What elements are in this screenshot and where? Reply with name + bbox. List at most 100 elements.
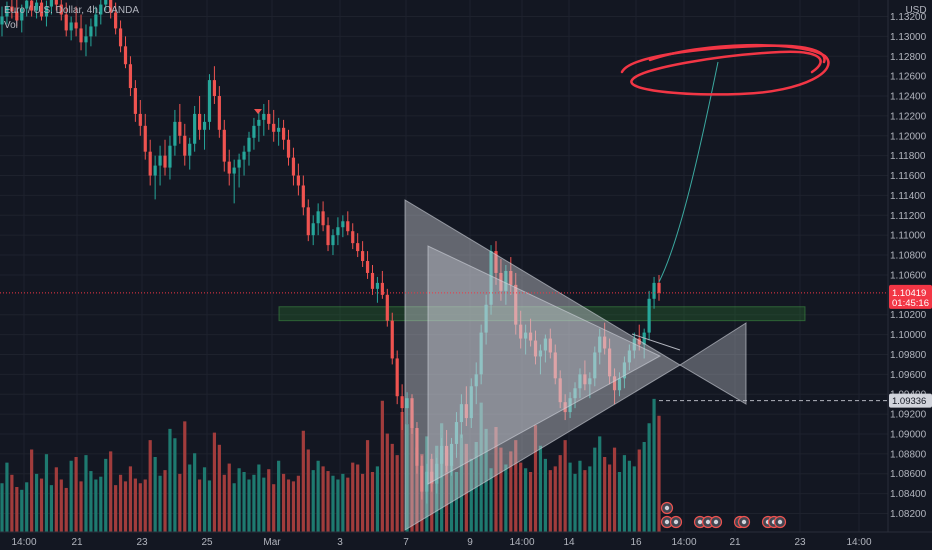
current-price-badge — [889, 284, 932, 309]
candle-body — [430, 471, 434, 484]
symbol-title[interactable]: Euro / U.S. Dollar, 4h, OANDA — [4, 5, 140, 16]
volume-bar — [370, 472, 375, 532]
volume-bar — [173, 438, 177, 532]
candle-body — [89, 26, 93, 37]
volume-bar — [84, 455, 88, 532]
volume-bar — [533, 425, 538, 532]
volume-bar — [588, 466, 592, 532]
sell-signal-marker — [254, 109, 262, 114]
candle-body — [528, 332, 533, 341]
volume-bar — [54, 467, 58, 532]
volume-bar — [647, 423, 651, 532]
volume-bar — [138, 483, 142, 532]
volume-bar — [286, 479, 291, 532]
candle-body — [173, 121, 177, 146]
volume-bar — [395, 455, 399, 532]
volume-bar — [351, 462, 355, 532]
event-flag-icon — [773, 515, 787, 529]
candle-body — [291, 157, 296, 176]
volume-bar — [563, 440, 567, 532]
support-zone-rectangle[interactable] — [278, 306, 806, 322]
volume-bar — [99, 476, 103, 532]
candle-body — [331, 235, 335, 246]
event-flag-dot — [741, 519, 747, 525]
time-tick-label: 14 — [563, 537, 575, 548]
volume-bar — [361, 473, 365, 532]
event-flag-icon — [737, 515, 751, 529]
candle-body — [163, 155, 167, 168]
candle-body — [385, 294, 389, 321]
volume-bar — [578, 460, 582, 532]
candle-body — [212, 80, 217, 97]
volume-bar — [15, 487, 19, 532]
time-tick-label: 14:00 — [846, 537, 871, 548]
event-flag-icon — [669, 515, 683, 529]
candle-body — [341, 221, 345, 228]
candle-body — [257, 119, 261, 126]
time-tick-label: 16 — [630, 537, 642, 548]
volume-indicator-label[interactable]: Vol — [4, 20, 18, 31]
candle-body — [608, 348, 612, 377]
candle-body — [356, 243, 360, 252]
time-tick-label: 23 — [136, 537, 148, 548]
economic-event-icons[interactable] — [660, 501, 787, 529]
volume-bar — [548, 470, 552, 532]
volume-bar — [331, 475, 335, 532]
candle-body — [346, 221, 350, 232]
candle-body — [54, 0, 58, 5]
candle-body — [281, 127, 286, 140]
volume-bar — [444, 449, 449, 532]
candle-body — [380, 282, 384, 295]
candle-body — [509, 270, 513, 285]
event-flag-dot — [777, 519, 783, 525]
volume-bar — [267, 469, 271, 532]
volume-bar — [311, 470, 315, 532]
candle-body — [593, 352, 597, 379]
volume-bar — [39, 478, 44, 532]
candle-body — [390, 320, 394, 359]
volume-bar — [193, 453, 197, 532]
candle-body — [188, 143, 192, 156]
volume-bar — [415, 447, 419, 532]
time-axis-panel[interactable] — [0, 532, 932, 550]
candle-body — [474, 374, 478, 387]
candle-body — [207, 80, 212, 122]
volume-bar — [128, 466, 133, 532]
price-tick-label: 1.11000 — [890, 231, 926, 242]
volume-bar — [272, 484, 276, 532]
volume-bar — [524, 468, 528, 532]
candle-body — [444, 445, 449, 466]
marked-level-label: 1.09336 — [892, 396, 926, 407]
volume-bar — [222, 474, 226, 532]
volume-bar — [262, 477, 266, 532]
price-axis-panel[interactable] — [888, 0, 932, 532]
time-tick-label: 25 — [201, 537, 213, 548]
candle-body — [193, 113, 197, 144]
candle-body — [563, 402, 567, 413]
volume-bar — [59, 479, 63, 532]
candle-body — [365, 261, 370, 273]
volume-bar — [365, 440, 370, 532]
volume-bar — [598, 436, 602, 532]
bar-countdown-label: 01:45:16 — [892, 298, 929, 309]
price-tick-label: 1.12400 — [890, 92, 927, 103]
candle-body — [583, 374, 587, 385]
volume-bar — [30, 449, 34, 532]
volume-bar — [291, 481, 296, 532]
chart-drawings[interactable] — [254, 43, 830, 531]
volume-bar — [400, 412, 404, 532]
candle-body — [222, 129, 226, 162]
volume-bar — [49, 485, 53, 532]
price-tick-label: 1.08400 — [890, 489, 927, 500]
candle-body — [617, 378, 622, 391]
time-axis-ticks: 14:00 21 23 25 Mar 3 7 9 14:00 14 16 14:00 21 23 14:00 — [11, 537, 871, 548]
volume-bar — [252, 474, 256, 532]
candle-body — [514, 284, 518, 325]
currency-label: USD — [905, 5, 926, 16]
volume-bar — [494, 427, 498, 532]
volume-bar — [242, 472, 246, 532]
volume-bar — [652, 398, 656, 532]
candle-body — [316, 211, 320, 224]
event-flag-icon — [709, 515, 723, 529]
